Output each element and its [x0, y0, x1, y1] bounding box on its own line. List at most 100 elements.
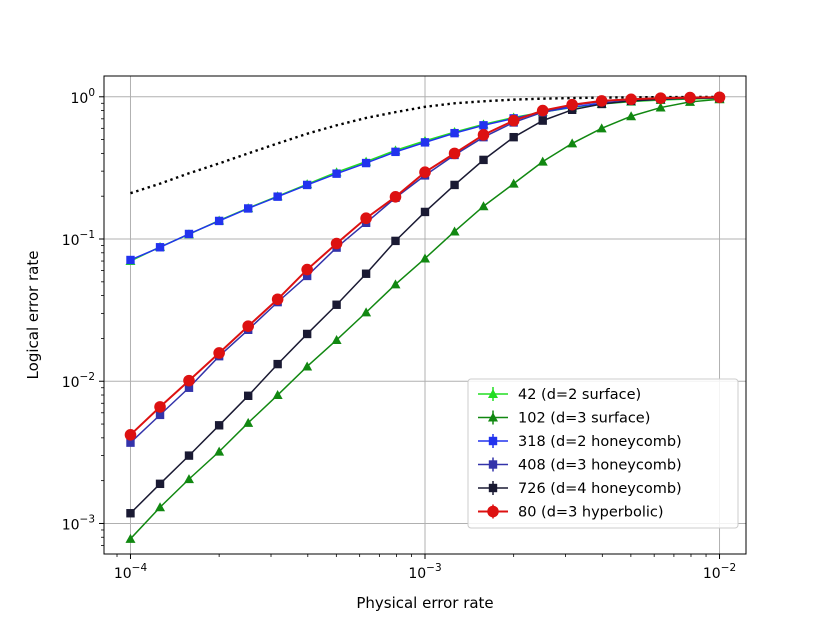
legend-label: 42 (d=2 surface) — [518, 387, 641, 403]
x-tick-exponent: −2 — [721, 562, 736, 574]
data-point — [126, 438, 135, 447]
legend-marker — [488, 412, 498, 422]
grid — [104, 76, 746, 554]
data-point — [243, 204, 253, 213]
x-axis-label: Physical error rate — [356, 594, 493, 612]
legend: 42 (d=2 surface) 102 (d=3 surface) 318 (d=… — [467, 378, 739, 529]
data-point — [389, 191, 402, 203]
data-point — [419, 166, 431, 178]
data-point — [330, 237, 343, 250]
data-point — [390, 279, 401, 289]
data-point — [655, 102, 666, 112]
data-point — [155, 243, 165, 252]
x-tick-label: 10−4 — [114, 562, 148, 582]
data-point — [272, 390, 283, 400]
data-point — [242, 320, 254, 332]
data-point — [361, 158, 371, 168]
data-point — [214, 421, 224, 430]
data-point — [595, 95, 608, 107]
data-point — [125, 533, 136, 543]
data-point — [567, 138, 578, 148]
y-tick-exponent: 0 — [88, 87, 95, 99]
data-point — [273, 192, 282, 201]
data-point — [124, 429, 137, 441]
data-point — [155, 502, 166, 512]
data-point — [214, 216, 224, 226]
legend-item: 408 (d=3 honeycomb) — [478, 457, 682, 474]
plot-series — [124, 91, 726, 543]
data-point — [271, 293, 284, 306]
data-point — [155, 479, 165, 489]
data-point — [420, 207, 430, 217]
legend-item: 726 (d=4 honeycomb) — [478, 481, 682, 497]
y-axis-label: Logical error rate — [24, 251, 42, 380]
data-point — [361, 307, 372, 317]
data-point — [450, 128, 459, 138]
data-point — [626, 111, 637, 121]
data-point — [477, 129, 490, 141]
data-point — [566, 98, 578, 111]
y-tick-base: 10 — [62, 517, 80, 533]
data-point — [538, 116, 547, 125]
data-point — [360, 212, 372, 225]
data-point — [243, 391, 253, 401]
data-point — [507, 114, 520, 127]
data-point — [713, 91, 726, 104]
legend-label: 80 (d=3 hyperbolic) — [518, 505, 664, 521]
data-point — [536, 104, 549, 117]
legend-box — [467, 378, 739, 529]
y-tick-base: 10 — [62, 375, 80, 391]
data-point — [332, 300, 341, 309]
data-point — [184, 383, 194, 392]
series-1 — [125, 94, 725, 543]
data-point — [155, 410, 165, 420]
y-tick-label: 100 — [70, 87, 95, 107]
data-point — [625, 93, 637, 106]
data-point — [154, 401, 166, 413]
y-tick-label: 10−3 — [62, 513, 95, 533]
y-tick-base: 10 — [62, 233, 80, 249]
legend-marker — [488, 389, 498, 398]
data-point — [478, 201, 489, 211]
data-point — [332, 169, 341, 178]
data-point — [449, 226, 460, 236]
data-point — [420, 253, 431, 263]
legend-marker — [488, 460, 498, 469]
data-point — [302, 329, 312, 339]
data-point — [391, 236, 400, 246]
data-point — [243, 417, 254, 427]
data-point — [509, 132, 518, 142]
data-point — [214, 446, 225, 456]
legend-label: 726 (d=4 honeycomb) — [518, 481, 682, 497]
y-tick-base: 10 — [70, 91, 88, 107]
legend-label: 408 (d=3 honeycomb) — [518, 458, 682, 474]
data-point — [302, 361, 313, 371]
data-point — [301, 263, 313, 276]
x-tick-base: 10 — [114, 566, 132, 582]
data-point — [654, 92, 667, 104]
data-point — [183, 474, 194, 484]
y-tick-label: 10−2 — [62, 371, 95, 391]
reference-curve-line — [130, 95, 720, 195]
data-point — [302, 180, 312, 190]
data-point — [596, 123, 607, 133]
x-tick-label: 10−3 — [408, 562, 441, 582]
legend-item: 80 (d=3 hyperbolic) — [478, 504, 664, 521]
data-point — [684, 91, 696, 104]
data-point — [184, 229, 194, 239]
y-tick-label: 10−1 — [62, 229, 95, 249]
legend-marker — [488, 483, 498, 493]
x-tick-exponent: −4 — [132, 562, 148, 574]
legend-marker — [488, 436, 498, 446]
legend-item: 318 (d=2 honeycomb) — [478, 434, 682, 450]
x-tick-exponent: −3 — [426, 562, 441, 574]
legend-label: 102 (d=3 surface) — [518, 411, 650, 427]
data-point — [184, 451, 194, 460]
data-point — [537, 156, 548, 166]
data-point — [450, 180, 459, 190]
x-tick-base: 10 — [703, 566, 721, 582]
data-point — [213, 347, 225, 359]
legend-item: 102 (d=3 surface) — [478, 410, 650, 427]
data-point — [331, 334, 342, 344]
